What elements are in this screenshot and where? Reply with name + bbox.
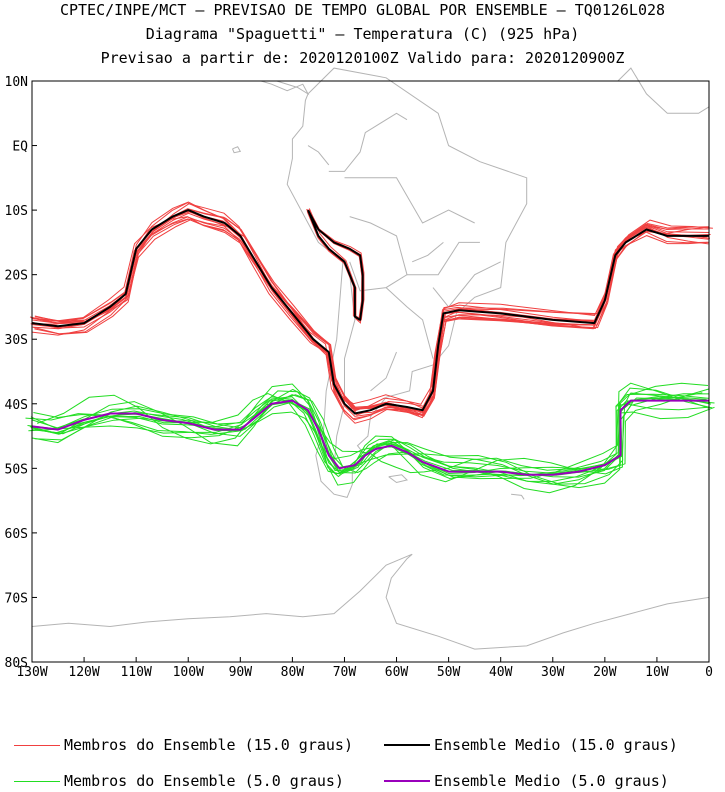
country-border xyxy=(370,351,397,392)
y-tick-label: 30S xyxy=(5,333,28,348)
plot-border xyxy=(31,80,710,663)
mean-15-line xyxy=(31,209,709,415)
africa-outline xyxy=(617,67,710,114)
legend-swatch-members5 xyxy=(14,780,60,782)
legend-item-mean5: Ensemble Medio (5.0 graus) xyxy=(384,772,669,790)
legend-swatch-mean5 xyxy=(384,780,430,782)
legend-item-members5: Membros do Ensemble (5.0 graus) xyxy=(14,772,344,790)
member-15-line xyxy=(34,203,709,420)
x-tick-label: 100W xyxy=(173,665,204,680)
legend-item-mean15: Ensemble Medio (15.0 graus) xyxy=(384,736,678,754)
country-border xyxy=(344,177,475,224)
y-tick-label: 70S xyxy=(5,591,28,606)
antarctica-outline xyxy=(31,553,710,650)
member-15-line xyxy=(33,202,708,417)
x-tick-label: 120W xyxy=(68,665,99,680)
x-tick-label: 130W xyxy=(16,665,47,680)
map-frame xyxy=(31,80,710,663)
x-tick-label: 10W xyxy=(645,665,669,680)
x-tick-label: 80W xyxy=(281,665,305,680)
galapagos-outline xyxy=(232,146,242,154)
x-tick-label: 20W xyxy=(593,665,617,680)
mean-5-line xyxy=(31,399,709,476)
legend-label-mean5: Ensemble Medio (5.0 graus) xyxy=(434,772,669,790)
legend-swatch-mean15 xyxy=(384,744,430,746)
south-america-outline xyxy=(286,67,528,498)
member-15-line xyxy=(32,208,709,424)
x-tick-label: 60W xyxy=(385,665,409,680)
y-tick-label: 60S xyxy=(5,527,28,542)
legend-label-mean15: Ensemble Medio (15.0 graus) xyxy=(434,736,678,754)
country-border xyxy=(385,287,434,359)
member-15-line xyxy=(31,201,710,417)
y-tick-label: EQ xyxy=(12,140,28,155)
y-tick-label: 10N xyxy=(5,75,28,90)
x-tick-label: 50W xyxy=(437,665,461,680)
y-tick-label: 80S xyxy=(5,656,28,671)
member-15-line xyxy=(31,211,711,412)
x-tick-label: 30W xyxy=(541,665,565,680)
y-tick-label: 20S xyxy=(5,269,28,284)
falklands-outline xyxy=(388,474,408,484)
member-15-line xyxy=(29,218,713,416)
y-tick-label: 50S xyxy=(5,462,28,477)
central-america-outline xyxy=(260,80,310,96)
member-5-line xyxy=(30,382,709,489)
chart-title-line1: CPTEC/INPE/MCT – PREVISAO DE TEMPO GLOBA… xyxy=(59,1,666,19)
member-5-line xyxy=(28,403,707,480)
legend-label-members5: Membros do Ensemble (5.0 graus) xyxy=(64,772,344,790)
member-15-line xyxy=(34,210,708,410)
x-tick-label: 0 xyxy=(705,665,713,680)
ensemble-mean-group xyxy=(31,209,709,476)
legend-item-members15: Membros do Ensemble (15.0 graus) xyxy=(14,736,353,754)
member-15-line xyxy=(32,210,708,416)
member-5-line xyxy=(33,388,710,474)
x-tick-label: 70W xyxy=(333,665,357,680)
x-tick-label: 40W xyxy=(489,665,513,680)
south-georgia-outline xyxy=(511,493,525,500)
country-border xyxy=(412,242,444,263)
member-15-andes-line xyxy=(306,209,365,321)
member-15-line xyxy=(30,216,709,414)
member-15-line xyxy=(31,218,710,413)
legend-swatch-members15 xyxy=(14,744,60,746)
legend-label-members15: Membros do Ensemble (15.0 graus) xyxy=(64,736,353,754)
member-15-line xyxy=(31,212,710,419)
member-5-line xyxy=(25,390,703,485)
y-tick-label: 10S xyxy=(5,204,28,219)
continent-outlines xyxy=(31,67,710,650)
x-tick-label: 110W xyxy=(120,665,151,680)
chart-title-line2: Diagrama "Spaguetti" – Temperatura (C) (… xyxy=(145,25,580,43)
country-border xyxy=(432,261,501,308)
member-15-line xyxy=(31,209,711,421)
country-border xyxy=(328,112,408,172)
country-border xyxy=(407,241,480,276)
chart-title-line3: Previsao a partir de: 2020120100Z Valido… xyxy=(100,49,625,67)
mean-15-line xyxy=(307,209,364,321)
y-tick-label: 40S xyxy=(5,398,28,413)
country-border xyxy=(333,274,356,469)
x-tick-label: 90W xyxy=(229,665,253,680)
country-border xyxy=(307,145,330,166)
